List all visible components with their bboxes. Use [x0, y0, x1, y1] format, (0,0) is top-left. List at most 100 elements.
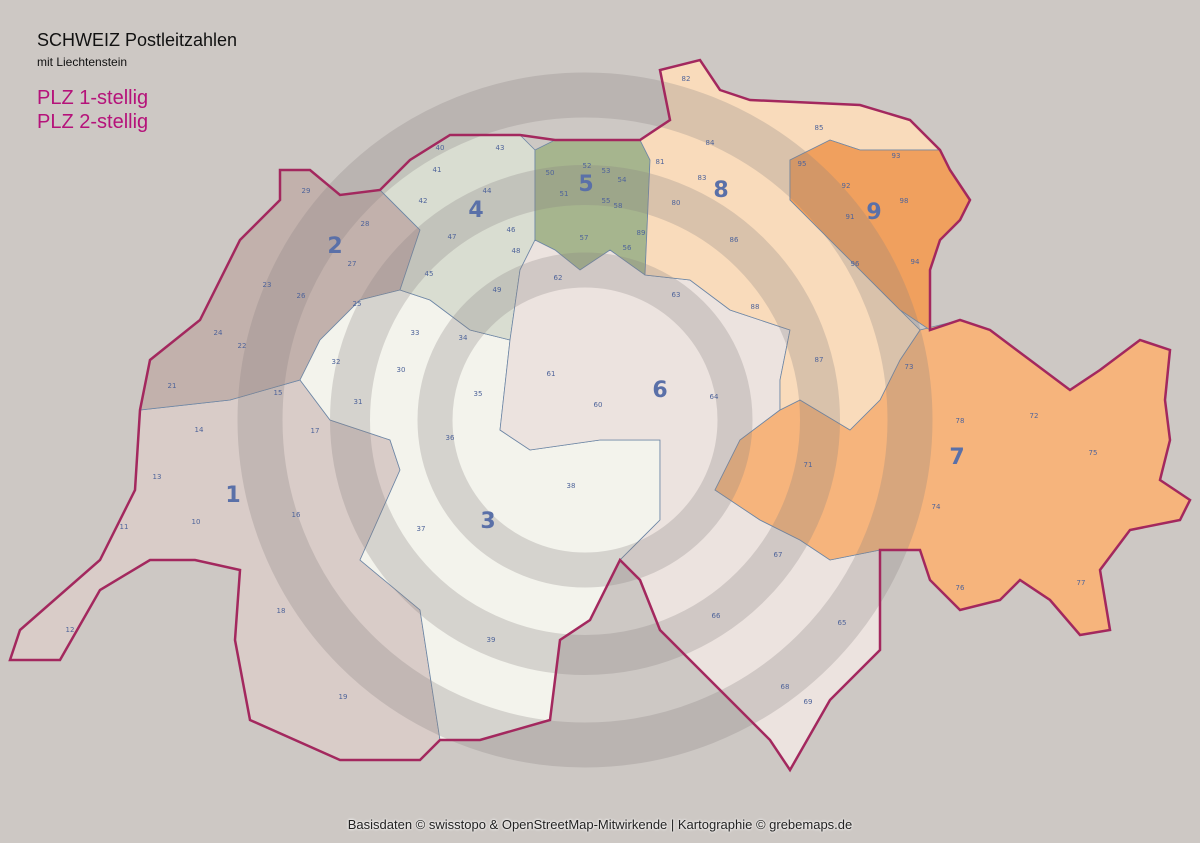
plz2-label-46: 46 [507, 226, 516, 234]
credits-footer: Basisdaten © swisstopo & OpenStreetMap-M… [347, 817, 853, 832]
plz2-label-52: 52 [583, 162, 592, 170]
plz2-label-29: 29 [302, 187, 311, 195]
plz2-label-48: 48 [512, 247, 521, 255]
plz2-label-93: 93 [892, 152, 901, 160]
plz2-label-27: 27 [348, 260, 357, 268]
plz2-label-85: 85 [815, 124, 824, 132]
plz2-label-21: 21 [168, 382, 177, 390]
plz2-label-80: 80 [672, 199, 681, 207]
plz2-label-95: 95 [798, 160, 807, 168]
plz2-label-50: 50 [546, 169, 555, 177]
plz2-label-57: 57 [580, 234, 589, 242]
plz2-label-76: 76 [956, 584, 965, 592]
plz2-label-41: 41 [433, 166, 442, 174]
plz1-label-4: 4 [468, 198, 483, 223]
plz2-label-78: 78 [956, 417, 965, 425]
plz2-label-77: 77 [1077, 579, 1086, 587]
plz2-label-47: 47 [448, 233, 457, 241]
plz2-label-96: 96 [851, 260, 860, 268]
plz2-label-87: 87 [815, 356, 824, 364]
map-subtitle: mit Liechtenstein [37, 55, 128, 69]
plz2-label-32: 32 [332, 358, 341, 366]
plz2-label-54: 54 [618, 176, 627, 184]
plz2-label-44: 44 [483, 187, 492, 195]
watermark-rings [237, 72, 933, 768]
plz2-label-18: 18 [277, 607, 286, 615]
plz2-label-23: 23 [263, 281, 272, 289]
plz2-label-81: 81 [656, 158, 665, 166]
plz2-label-33: 33 [411, 329, 420, 337]
plz2-label-64: 64 [710, 393, 719, 401]
plz2-label-73: 73 [905, 363, 914, 371]
plz1-label-7: 7 [949, 445, 964, 470]
plz2-label-37: 37 [417, 525, 426, 533]
plz2-label-11: 11 [120, 523, 129, 531]
plz1-label-1: 1 [225, 483, 240, 508]
plz2-label-91: 91 [846, 213, 855, 221]
plz2-label-61: 61 [547, 370, 556, 378]
plz1-label-5: 5 [578, 172, 593, 197]
plz2-label-49: 49 [493, 286, 502, 294]
plz2-label-62: 62 [554, 274, 563, 282]
plz2-label-83: 83 [698, 174, 707, 182]
plz2-label-67: 67 [774, 551, 783, 559]
plz2-label-84: 84 [706, 139, 715, 147]
plz2-label-51: 51 [560, 190, 569, 198]
plz2-label-22: 22 [238, 342, 247, 350]
plz2-label-30: 30 [397, 366, 406, 374]
plz2-label-65: 65 [838, 619, 847, 627]
plz1-label-9: 9 [866, 200, 881, 225]
plz2-label-45: 45 [425, 270, 434, 278]
plz2-label-55: 55 [602, 197, 611, 205]
watermark-ring-inner [417, 252, 753, 588]
plz2-label-31: 31 [354, 398, 363, 406]
plz2-label-25: 25 [353, 300, 362, 308]
plz2-label-98: 98 [900, 197, 909, 205]
plz2-label-26: 26 [297, 292, 306, 300]
legend-plz-1-digit: PLZ 1-stellig [37, 87, 149, 109]
plz2-label-19: 19 [339, 693, 348, 701]
plz2-label-56: 56 [623, 244, 632, 252]
plz2-label-71: 71 [804, 461, 813, 469]
plz2-label-14: 14 [195, 426, 204, 434]
plz2-label-53: 53 [602, 167, 611, 175]
plz1-label-3: 3 [480, 509, 495, 534]
watermark-ring-outer [237, 72, 933, 768]
plz2-label-43: 43 [496, 144, 505, 152]
plz2-label-88: 88 [751, 303, 760, 311]
plz2-label-60: 60 [594, 401, 603, 409]
plz2-label-75: 75 [1089, 449, 1098, 457]
legend-plz-2-digit: PLZ 2-stellig [37, 111, 149, 133]
plz1-label-6: 6 [652, 378, 667, 403]
plz2-label-89: 89 [637, 229, 646, 237]
plz2-label-58: 58 [614, 202, 623, 210]
plz2-label-92: 92 [842, 182, 851, 190]
plz2-label-36: 36 [446, 434, 455, 442]
plz2-label-28: 28 [361, 220, 370, 228]
plz2-label-39: 39 [487, 636, 496, 644]
plz2-label-35: 35 [474, 390, 483, 398]
plz2-label-34: 34 [459, 334, 468, 342]
plz1-label-8: 8 [713, 178, 728, 203]
plz2-label-74: 74 [932, 503, 941, 511]
watermark-ring-middle [330, 165, 840, 675]
plz2-label-40: 40 [436, 144, 445, 152]
plz2-label-24: 24 [214, 329, 223, 337]
plz2-label-68: 68 [781, 683, 790, 691]
plz2-label-94: 94 [911, 258, 920, 266]
plz2-label-17: 17 [311, 427, 320, 435]
plz2-label-82: 82 [682, 75, 691, 83]
plz2-label-66: 66 [712, 612, 721, 620]
plz2-label-72: 72 [1030, 412, 1039, 420]
plz2-label-13: 13 [153, 473, 162, 481]
plz2-label-63: 63 [672, 291, 681, 299]
plz2-label-15: 15 [274, 389, 283, 397]
plz2-label-12: 12 [66, 626, 75, 634]
plz1-label-2: 2 [327, 234, 342, 259]
plz2-label-16: 16 [292, 511, 301, 519]
plz2-label-38: 38 [567, 482, 576, 490]
plz2-label-69: 69 [804, 698, 813, 706]
plz2-label-42: 42 [419, 197, 428, 205]
plz2-label-10: 10 [192, 518, 201, 526]
